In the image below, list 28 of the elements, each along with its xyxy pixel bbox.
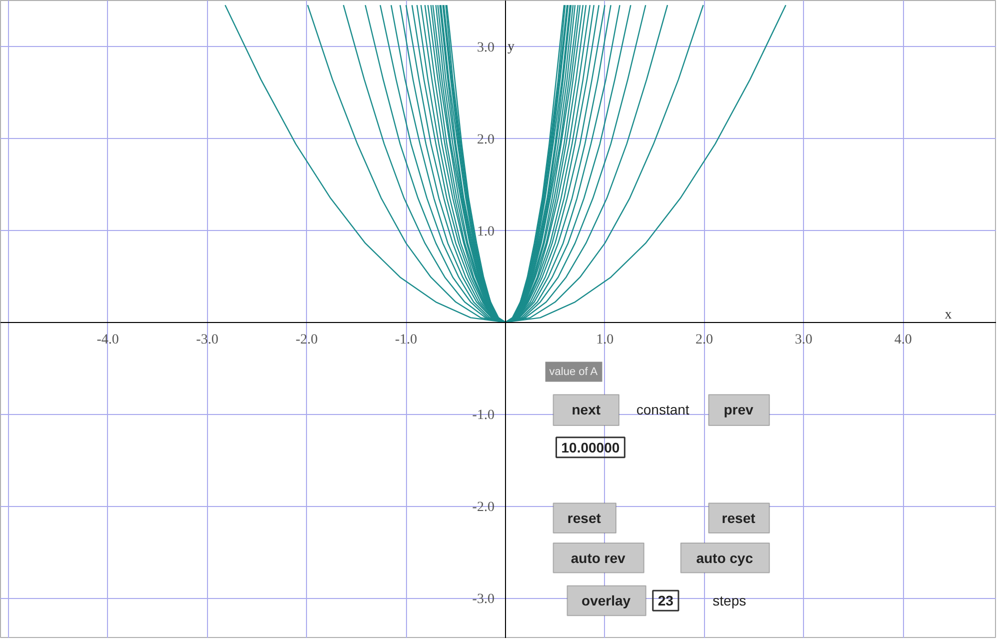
annotation: overlay xyxy=(582,592,631,609)
annotation: auto rev xyxy=(570,550,626,566)
annotation: 23 xyxy=(658,592,674,609)
x-tick-label: 4.0 xyxy=(894,332,912,348)
x-tick-label: -3.0 xyxy=(196,332,218,348)
y-tick-label: 1.0 xyxy=(476,224,494,240)
y-axis-title: y xyxy=(507,40,514,55)
annotation: prev xyxy=(724,402,754,418)
x-tick-label: 2.0 xyxy=(696,332,714,348)
annotation: reset xyxy=(722,510,756,526)
y-tick-label: -2.0 xyxy=(472,500,494,516)
x-axis-title: x xyxy=(944,308,952,323)
x-tick-label: -2.0 xyxy=(296,332,318,348)
annotation: 10.00000 xyxy=(561,439,620,456)
y-tick-label: 3.0 xyxy=(476,40,494,56)
x-tick-label: -1.0 xyxy=(394,332,418,348)
x-tick-label: 1.0 xyxy=(596,332,614,348)
annotation: reset xyxy=(567,510,602,526)
y-tick-label: 2.0 xyxy=(476,132,494,148)
annotation: auto cyc xyxy=(696,550,754,566)
y-tick-label: -1.0 xyxy=(472,408,494,424)
annotation: next xyxy=(572,402,601,418)
y-tick-label: -3.0 xyxy=(472,592,494,608)
x-tick-label: 3.0 xyxy=(794,332,812,348)
annotation: steps xyxy=(712,592,746,609)
x-tick-label: -4.0 xyxy=(96,332,119,348)
annotation: constant xyxy=(636,402,690,418)
annotation: value of A xyxy=(549,366,598,378)
